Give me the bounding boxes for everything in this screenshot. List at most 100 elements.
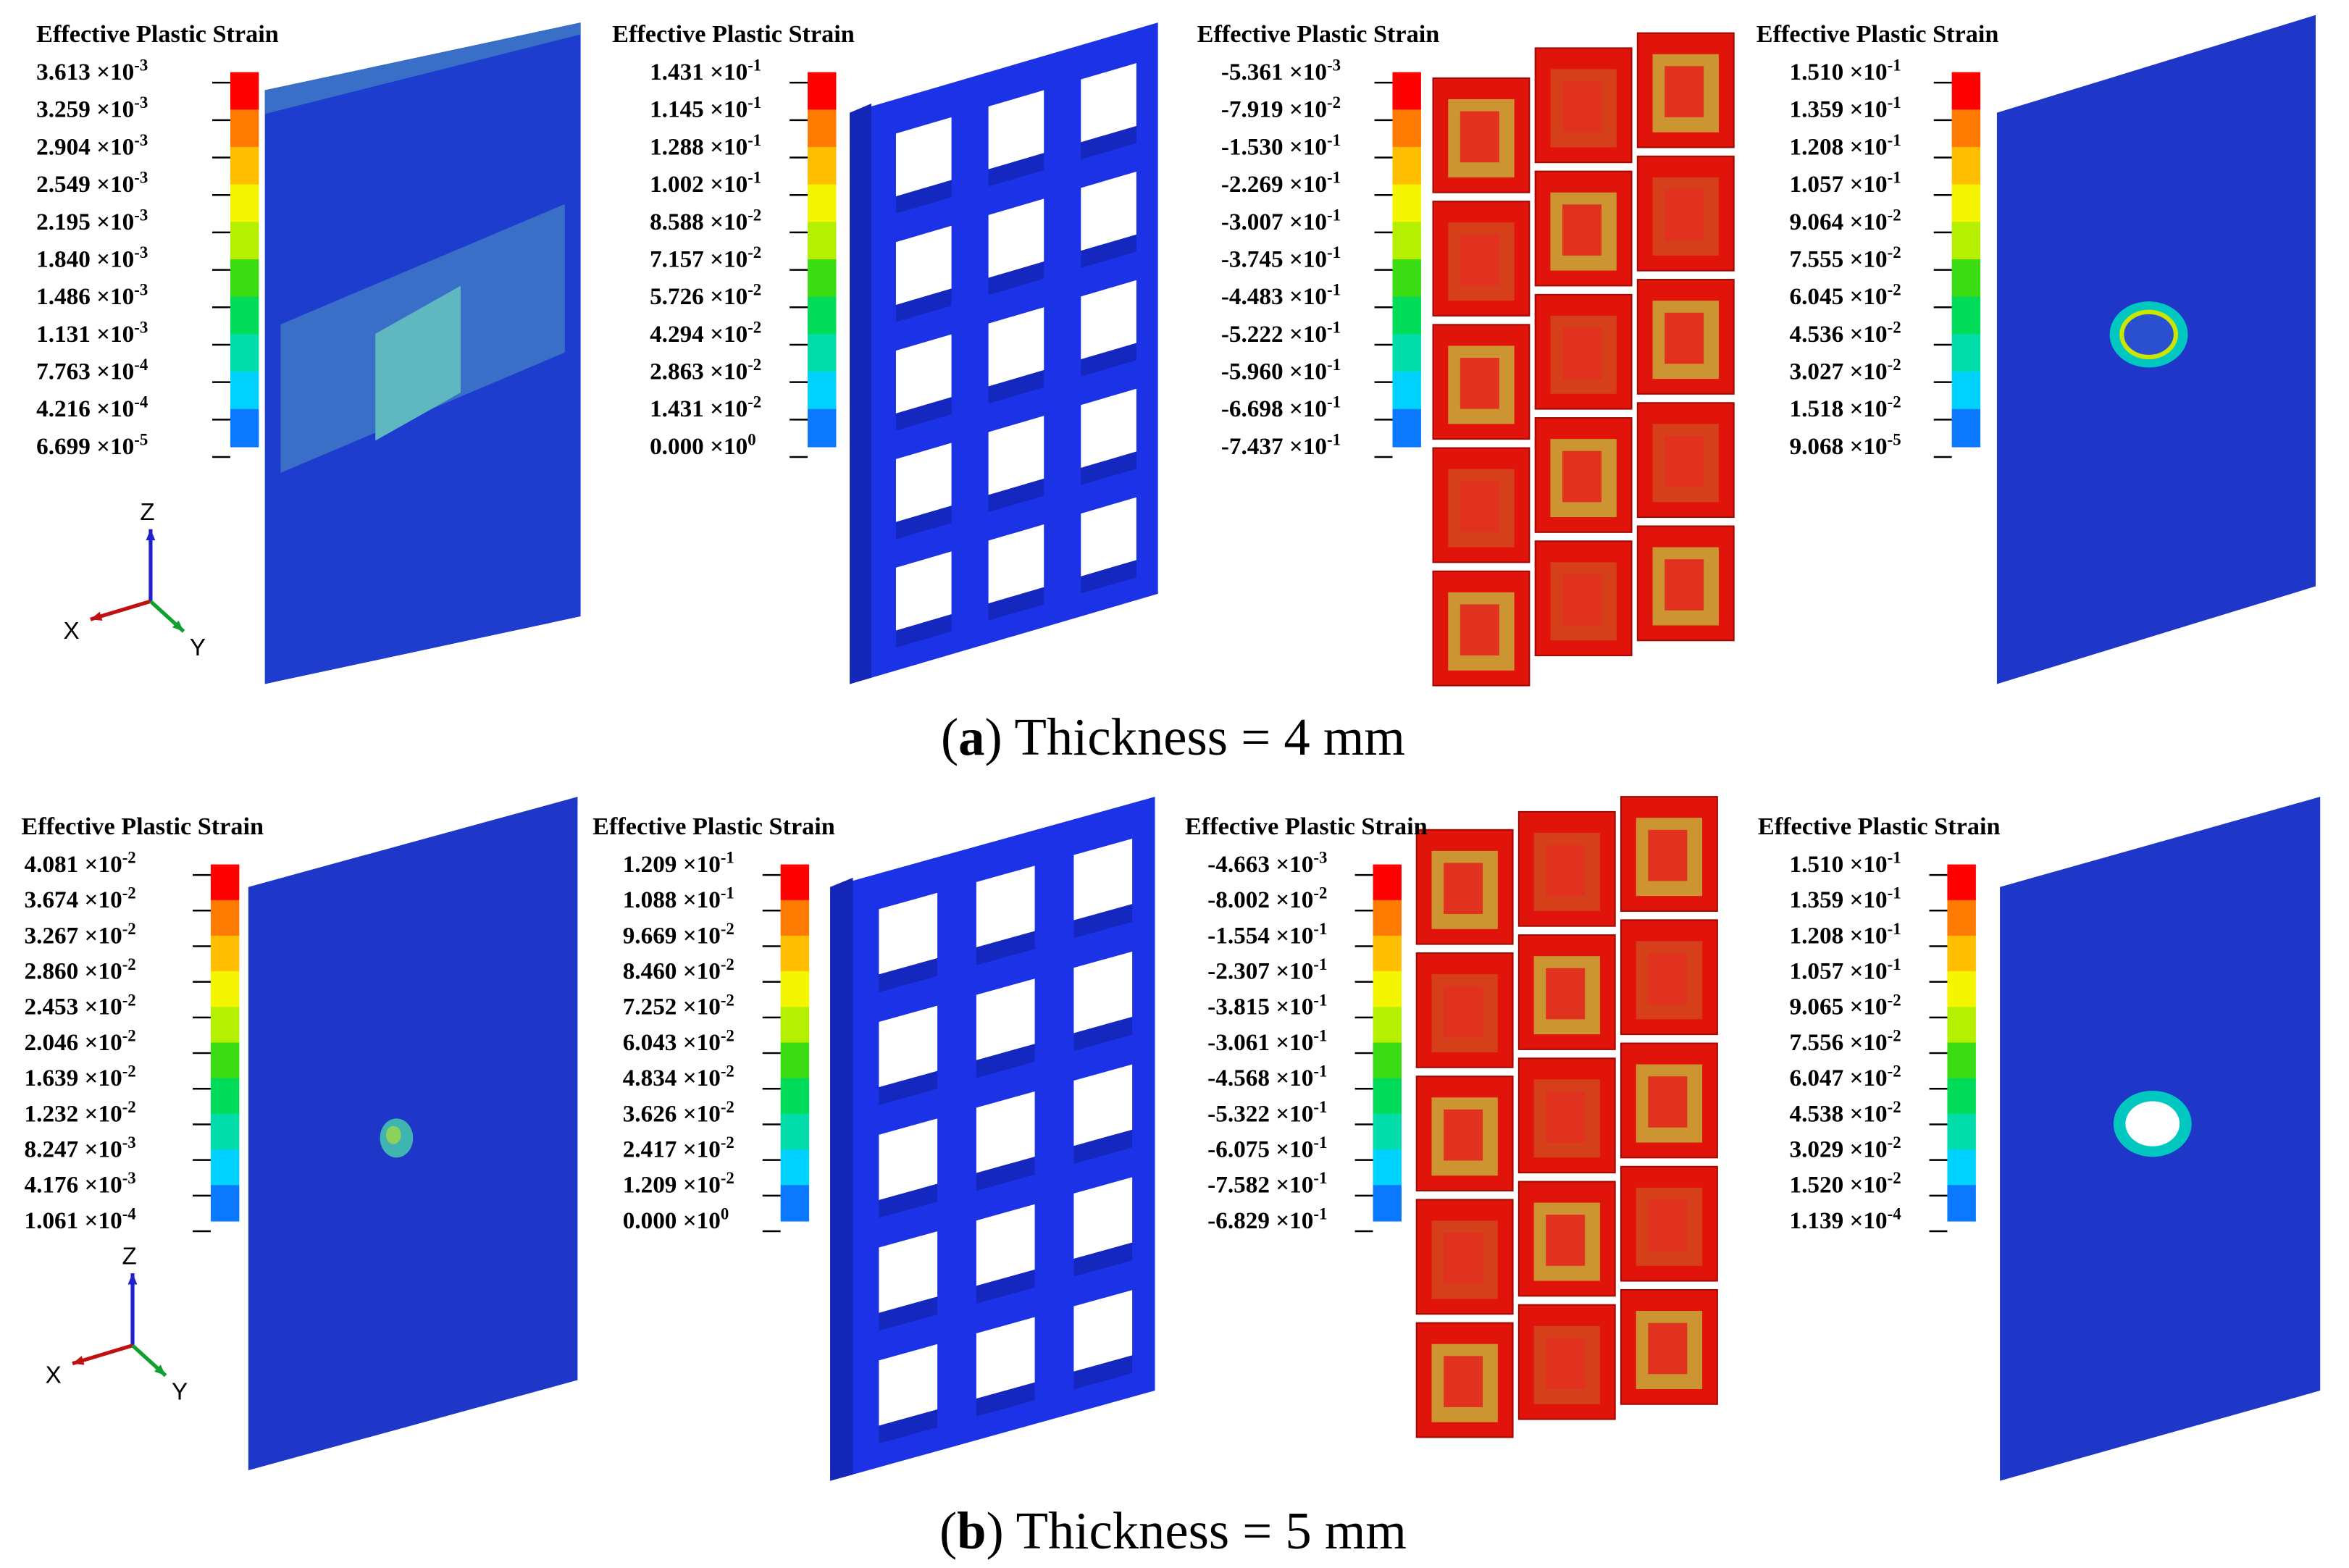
frame-opening: [976, 1317, 1035, 1399]
color-band: [808, 296, 837, 335]
label-exponent: -1: [1313, 1062, 1327, 1081]
color-band: [1951, 109, 1981, 148]
block-core: [1562, 327, 1602, 380]
label-exponent: -3: [122, 1133, 136, 1152]
label-exponent: -2: [1888, 281, 1901, 299]
label-base: 1.288 ×10: [650, 133, 748, 160]
label-base: -4.568 ×10: [1207, 1065, 1313, 1091]
color-band: [230, 72, 259, 111]
block-core: [1546, 1215, 1586, 1266]
color-band: [808, 408, 837, 448]
label-base: 2.863 ×10: [650, 359, 748, 385]
legend-label: -8.002 ×10-2: [1207, 884, 1327, 913]
color-band: [808, 259, 837, 298]
label-exponent: -3: [134, 281, 148, 299]
color-band: [1951, 296, 1981, 335]
label-base: 1.061 ×10: [25, 1207, 122, 1234]
label-base: -5.361 ×10: [1221, 59, 1327, 85]
label-base: 8.588 ×10: [650, 209, 748, 235]
color-band: [1392, 334, 1421, 373]
frame-opening: [879, 1005, 938, 1088]
block-core: [1648, 829, 1688, 881]
color-band: [1392, 72, 1421, 111]
legend-label: -5.322 ×10-1: [1207, 1098, 1327, 1127]
frame-opening: [1081, 172, 1136, 251]
label-base: 1.209 ×10: [623, 1172, 721, 1199]
label-base: 3.674 ×10: [25, 886, 122, 913]
label-base: 9.064 ×10: [1789, 209, 1887, 235]
block-core: [1648, 1322, 1688, 1375]
label-base: 3.613 ×10: [36, 59, 134, 85]
label-base: 1.431 ×10: [650, 59, 748, 85]
strain-hole: [2125, 1101, 2180, 1146]
legend-label: 4.834 ×10-2: [623, 1062, 734, 1091]
legend-label: 2.417 ×10-2: [623, 1133, 734, 1162]
color-band: [1373, 971, 1402, 1008]
label-base: 1.208 ×10: [1789, 922, 1887, 949]
color-band: [210, 1149, 240, 1186]
legend-label: 1.208 ×10-1: [1789, 920, 1901, 949]
block-core: [1562, 204, 1602, 256]
label-exponent: -2: [1327, 93, 1341, 112]
legend-label: 3.267 ×10-2: [25, 920, 136, 949]
label-base: -7.582 ×10: [1207, 1172, 1313, 1199]
color-band: [1947, 935, 1976, 973]
label-base: 4.536 ×10: [1789, 321, 1887, 348]
legend-label: 5.726 ×10-2: [650, 281, 761, 310]
frame-opening: [879, 892, 938, 975]
color-band: [1373, 935, 1402, 973]
label-exponent: -2: [721, 920, 734, 938]
label-base: 2.417 ×10: [623, 1136, 721, 1162]
label-base: 5.726 ×10: [650, 283, 748, 310]
color-band: [1947, 900, 1976, 936]
caption-text: ) Thickness = 4 mm: [985, 708, 1405, 766]
frame-opening: [1073, 1064, 1133, 1146]
label-exponent: -1: [1313, 920, 1327, 938]
label-base: 6.043 ×10: [623, 1029, 721, 1056]
legend-label: -7.437 ×10-1: [1221, 430, 1341, 459]
frame-shelf: [879, 1183, 938, 1218]
color-band: [1951, 259, 1981, 298]
frame-shelf: [1081, 560, 1136, 594]
legend-label: -2.269 ×10-1: [1221, 169, 1341, 198]
label-base: 1.431 ×10: [650, 395, 748, 422]
label-base: -7.919 ×10: [1221, 96, 1327, 123]
color-band: [1392, 109, 1421, 148]
label-base: 1.510 ×10: [1789, 851, 1887, 878]
legend-label: 1.139 ×10-4: [1789, 1204, 1901, 1233]
legend-label: -6.075 ×10-1: [1207, 1133, 1327, 1162]
color-band: [1392, 184, 1421, 223]
legend-title: Effective Plastic Strain: [1185, 813, 1428, 840]
label-exponent: -1: [721, 848, 734, 866]
label-base: 6.045 ×10: [1789, 283, 1887, 310]
legend-label: 1.209 ×10-2: [623, 1169, 734, 1198]
color-band: [210, 971, 240, 1008]
label-base: 1.639 ×10: [25, 1065, 122, 1091]
label-base: 1.088 ×10: [623, 886, 721, 913]
legend-title: Effective Plastic Strain: [21, 813, 264, 840]
frame-opening: [895, 443, 952, 522]
block-core: [1444, 1109, 1483, 1161]
color-band: [230, 184, 259, 223]
label-base: -8.002 ×10: [1207, 886, 1313, 913]
color-band: [808, 72, 837, 111]
label-base: 1.131 ×10: [36, 321, 134, 348]
label-base: -5.960 ×10: [1221, 359, 1327, 385]
label-exponent: -2: [122, 955, 136, 973]
color-band: [1373, 900, 1402, 936]
frame-shelf: [1081, 343, 1136, 377]
label-base: 4.216 ×10: [36, 395, 134, 422]
legend-label: 1.232 ×10-2: [25, 1098, 136, 1127]
block-core: [1648, 1199, 1688, 1252]
label-base: 3.626 ×10: [623, 1100, 721, 1127]
legend-label: 2.453 ×10-2: [25, 991, 136, 1020]
label-exponent: -2: [721, 1026, 734, 1044]
legend-label: -1.554 ×10-1: [1207, 920, 1327, 949]
label-exponent: -2: [1888, 318, 1901, 336]
legend-label: 3.613 ×10-3: [36, 56, 148, 85]
label-exponent: -1: [1327, 430, 1341, 448]
legend-label: 2.904 ×10-3: [36, 131, 148, 160]
legend-label: 3.626 ×10-2: [623, 1098, 734, 1127]
color-band: [230, 222, 259, 261]
legend-label: -5.960 ×10-1: [1221, 356, 1341, 385]
